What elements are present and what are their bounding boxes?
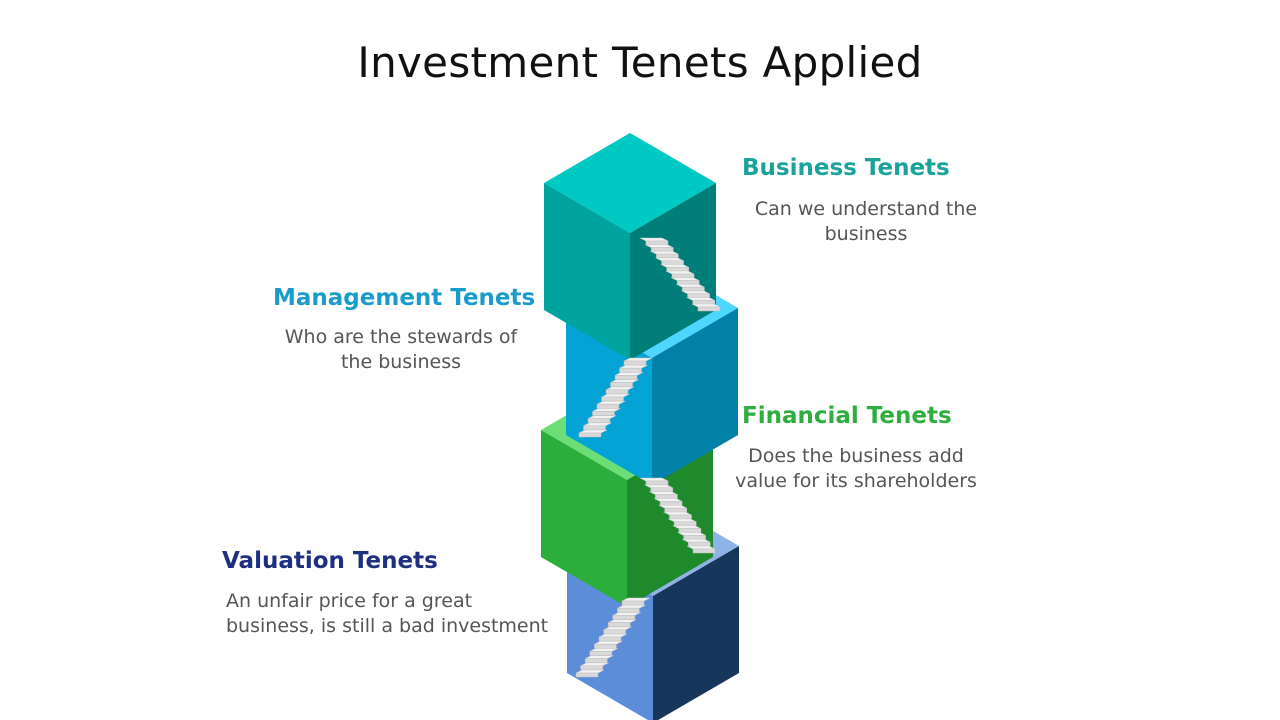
management-tenets-heading: Management Tenets — [273, 285, 536, 311]
financial-tenets-description: Does the business add value for its shar… — [735, 445, 977, 492]
management-cube-right-face — [652, 308, 738, 485]
valuation-cube-right-face — [653, 546, 739, 720]
management-tenets-description: Who are the stewards of the business — [284, 326, 518, 373]
financial-stairs — [639, 477, 716, 554]
valuation-tenets-heading: Valuation Tenets — [222, 548, 438, 574]
business-stairs — [639, 237, 721, 312]
management-stairs — [578, 357, 653, 438]
page-title: Investment Tenets Applied — [357, 38, 923, 87]
business-tenets-description: Can we understand the business — [754, 198, 978, 245]
financial-cube-left-face — [541, 430, 627, 607]
financial-tenets-heading: Financial Tenets — [742, 403, 952, 429]
valuation-stairs — [575, 597, 651, 678]
business-tenets-heading: Business Tenets — [742, 155, 950, 181]
business-cube-left-face — [544, 183, 630, 360]
valuation-tenets-description: An unfair price for a great business, is… — [226, 590, 549, 637]
